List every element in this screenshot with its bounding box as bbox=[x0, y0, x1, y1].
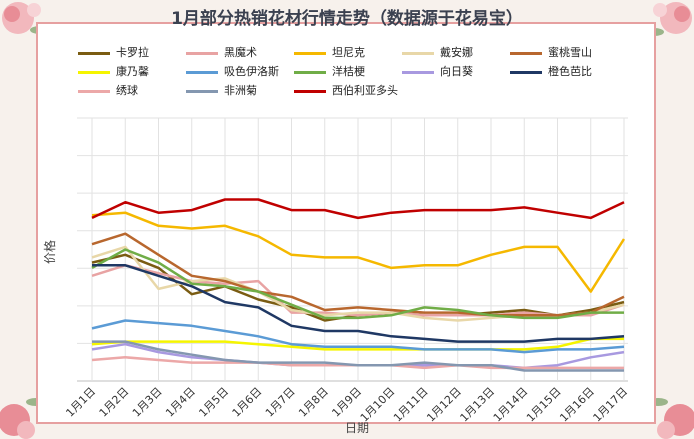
x-tick-label: 1月1日 bbox=[63, 385, 98, 420]
y-axis-label: 价格 bbox=[42, 240, 57, 264]
legend-label: 康乃馨 bbox=[116, 65, 149, 78]
legend-item: 戴安娜 bbox=[402, 44, 473, 59]
x-tick-label: 1月10日 bbox=[358, 385, 398, 425]
legend-item: 西伯利亚多头 bbox=[294, 82, 398, 97]
legend-swatch bbox=[78, 70, 110, 74]
legend-label: 西伯利亚多头 bbox=[332, 84, 398, 97]
legend-swatch bbox=[294, 70, 326, 74]
legend-item: 黑魔术 bbox=[186, 44, 257, 59]
x-tick-label: 1月17日 bbox=[591, 385, 631, 425]
legend-swatch bbox=[402, 51, 434, 55]
legend-item: 非洲菊 bbox=[186, 82, 257, 97]
legend-label: 绣球 bbox=[116, 84, 138, 97]
legend-label: 吸色伊洛斯 bbox=[224, 65, 279, 78]
series-line-12 bbox=[91, 198, 625, 220]
legend-swatch bbox=[186, 89, 218, 93]
x-tick-label: 1月8日 bbox=[296, 385, 331, 420]
x-tick-label: 1月7日 bbox=[263, 385, 298, 420]
legend-swatch bbox=[78, 89, 110, 93]
series-line-4 bbox=[91, 232, 625, 317]
legend-swatch bbox=[186, 51, 218, 55]
legend-item: 卡罗拉 bbox=[78, 44, 149, 59]
x-tick-label: 1月14日 bbox=[491, 385, 531, 425]
legend-label: 坦尼克 bbox=[332, 46, 365, 59]
series-line-9 bbox=[92, 264, 625, 343]
legend-label: 黑魔术 bbox=[224, 46, 257, 59]
x-tick-label: 1月6日 bbox=[230, 385, 265, 420]
legend-swatch bbox=[78, 51, 110, 55]
legend-swatch bbox=[294, 51, 326, 55]
x-tick-label: 1月15日 bbox=[524, 385, 564, 425]
legend-label: 橙色芭比 bbox=[548, 65, 592, 78]
x-axis-label: 日期 bbox=[345, 421, 369, 435]
legend-item: 吸色伊洛斯 bbox=[186, 63, 279, 78]
series-line-1 bbox=[91, 264, 625, 317]
series-line-7 bbox=[91, 248, 624, 320]
legend-label: 非洲菊 bbox=[224, 84, 257, 97]
series-line-5 bbox=[91, 337, 624, 351]
legend-label: 卡罗拉 bbox=[116, 46, 149, 59]
legend-swatch bbox=[402, 70, 434, 74]
chart-card bbox=[36, 22, 656, 424]
x-tick-label: 1月4日 bbox=[163, 385, 198, 420]
legend-label: 戴安娜 bbox=[440, 46, 473, 59]
legend-item: 洋桔梗 bbox=[294, 63, 365, 78]
legend-label: 洋桔梗 bbox=[332, 65, 365, 78]
x-tick-label: 1月5日 bbox=[196, 385, 231, 420]
series-line-6 bbox=[91, 319, 625, 354]
legend-swatch bbox=[186, 70, 218, 74]
x-tick-label: 1月13日 bbox=[458, 385, 498, 425]
legend-item: 蜜桃雪山 bbox=[510, 44, 592, 59]
legend-item: 绣球 bbox=[78, 82, 138, 97]
series-line-2 bbox=[91, 211, 626, 293]
series-line-11 bbox=[92, 340, 624, 372]
legend-label: 向日葵 bbox=[440, 65, 473, 78]
x-tick-label: 1月16日 bbox=[557, 385, 597, 425]
x-tick-label: 1月12日 bbox=[424, 385, 464, 425]
x-tick-label: 1月2日 bbox=[97, 385, 132, 420]
x-tick-label: 1月11日 bbox=[391, 385, 431, 425]
legend-item: 向日葵 bbox=[402, 63, 473, 78]
x-tick-label: 1月3日 bbox=[130, 385, 165, 420]
legend-label: 蜜桃雪山 bbox=[548, 46, 592, 59]
legend-swatch bbox=[510, 51, 542, 55]
legend-item: 橙色芭比 bbox=[510, 63, 592, 78]
chart-title: 1月部分热销花材行情走势（数据源于花易宝） bbox=[171, 9, 523, 29]
legend-item: 坦尼克 bbox=[294, 44, 365, 59]
legend-item: 康乃馨 bbox=[78, 63, 149, 78]
legend-swatch bbox=[294, 89, 326, 93]
legend-swatch bbox=[510, 70, 542, 74]
